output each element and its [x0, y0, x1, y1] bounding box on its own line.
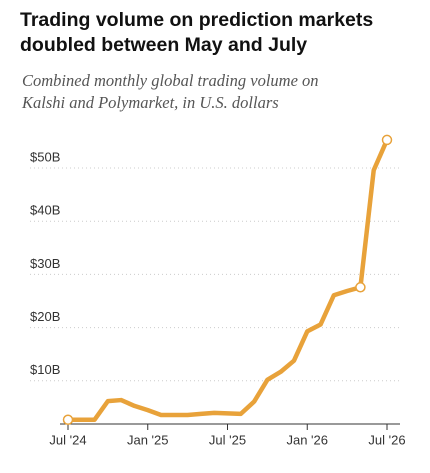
x-tick-label: Jan '25: [127, 432, 169, 447]
chart-title: doubled between May and July: [20, 34, 307, 56]
y-tick-label: $40B: [30, 203, 60, 218]
y-tick-label: $20B: [30, 309, 60, 324]
y-tick-label: $10B: [30, 362, 60, 377]
y-tick-label: $50B: [30, 149, 60, 164]
y-tick-label: $30B: [30, 256, 60, 271]
marker: [381, 134, 393, 146]
chart-subtitle: Combined monthly global trading volume o…: [22, 71, 319, 90]
x-tick-label: Jul '26: [368, 432, 405, 447]
x-tick-label: Jul '24: [49, 432, 86, 447]
marker: [62, 414, 74, 425]
chart-title: Trading volume on prediction markets: [20, 9, 373, 31]
line: [65, 137, 390, 422]
x-tick-label: Jan '26: [286, 432, 328, 447]
marker: [355, 282, 366, 293]
chart-subtitle: Kalshi and Polymarket, in U.S. dollars: [21, 93, 279, 112]
x-tick-label: Jul '25: [209, 432, 246, 447]
